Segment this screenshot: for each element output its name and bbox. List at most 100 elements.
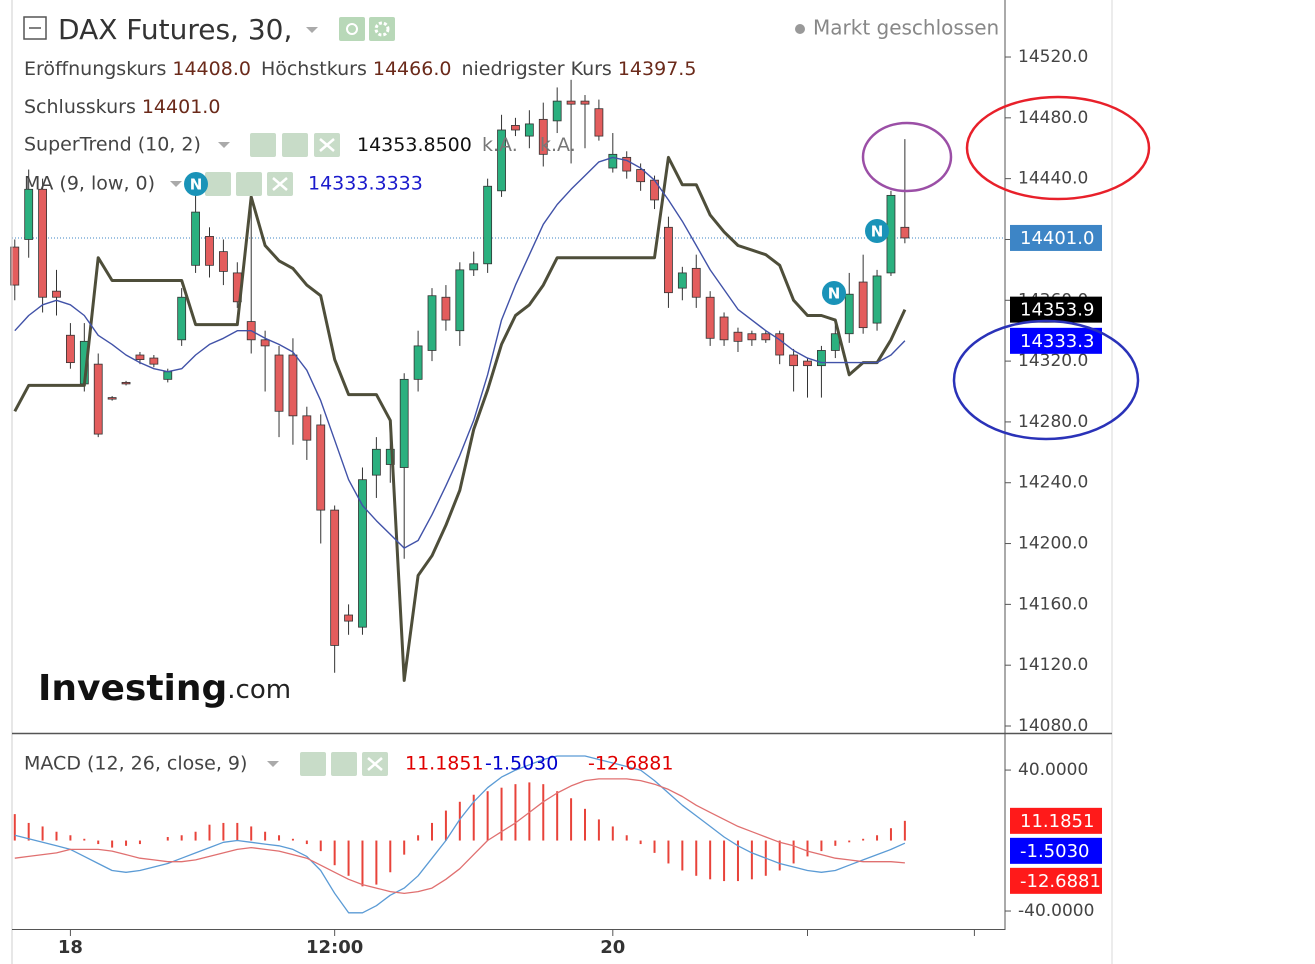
gear-icon[interactable]: [236, 172, 262, 196]
candle-body: [385, 448, 395, 465]
price-badge: [1010, 224, 1102, 251]
remove-glyph: [272, 177, 288, 191]
candle-body: [163, 371, 173, 380]
dropdown-arrow[interactable]: [218, 142, 230, 148]
candle-body: [149, 357, 159, 365]
candle-body: [733, 331, 743, 342]
eye-icon[interactable]: [250, 133, 276, 157]
candle-body: [316, 424, 326, 511]
indicator-line: [14, 755, 906, 914]
y-tick-label: 14160.0: [1018, 594, 1088, 614]
price-badge-label: 11.1851: [1020, 811, 1094, 832]
price-badge-label: 14401.0: [1020, 228, 1094, 249]
watermark: Investing.com: [38, 668, 291, 709]
candle-body: [719, 316, 729, 341]
candle-body: [358, 479, 367, 628]
marks-layer: [10, 79, 1005, 914]
candle-body: [594, 108, 604, 137]
candle-body: [205, 236, 214, 266]
event-marker-label: N: [190, 176, 203, 194]
candle-body: [371, 448, 381, 476]
eye-icon[interactable]: [339, 17, 365, 41]
legend-value: 14353.8500: [357, 134, 472, 156]
candle-body: [900, 226, 910, 239]
candle-body: [677, 272, 687, 289]
candle-body: [66, 334, 75, 364]
candle-body: [274, 354, 284, 412]
ohlc-value: 14466.0: [373, 58, 452, 80]
gear-icon[interactable]: [369, 17, 395, 41]
watermark-suffix: .com: [227, 675, 291, 705]
candle-body: [858, 281, 868, 329]
candle-body: [636, 169, 646, 183]
price-badge-label: -1.5030: [1020, 841, 1089, 862]
y-tick-label: 14200.0: [1018, 534, 1088, 554]
price-badge: [1010, 296, 1102, 323]
y-tick-label: 14080.0: [1018, 716, 1088, 736]
candle-body: [538, 118, 548, 155]
ohlc-label: niedrigster Kurs: [461, 58, 611, 80]
price-badge-label: 14333.3: [1020, 331, 1094, 352]
annotation-ellipse: [861, 121, 953, 193]
candle-body: [552, 100, 562, 122]
legend-value: 14333.3333: [308, 173, 423, 195]
eye-icon[interactable]: [300, 752, 326, 776]
x-tick-label: 12:00: [306, 937, 363, 958]
candle-body: [789, 354, 799, 367]
gear-glyph: [374, 21, 390, 37]
collapse-button[interactable]: [23, 16, 47, 40]
indicator-line: [14, 156, 906, 549]
event-marker[interactable]: [865, 219, 889, 243]
candle-body: [664, 226, 673, 294]
candle-body: [107, 397, 117, 400]
candle-body: [511, 125, 520, 131]
chart-title: DAX Futures, 30,: [58, 13, 292, 46]
dropdown-arrow[interactable]: [306, 27, 318, 33]
indicator-line: [13, 155, 907, 682]
ohlc-value: 14397.5: [618, 58, 697, 80]
y-tick-label: -40.0000: [1018, 901, 1094, 921]
eye-icon[interactable]: [205, 172, 231, 196]
macd-title: MACD (12, 26, close, 9): [24, 753, 247, 775]
price-badge: [1010, 807, 1102, 834]
dropdown-arrow[interactable]: [267, 761, 279, 767]
dropdown-arrow[interactable]: [170, 181, 182, 187]
indicator-line: [14, 778, 905, 895]
ohlc-row: Schlusskurs 14401.0: [24, 96, 220, 118]
candle-body: [177, 296, 187, 341]
candle-body: [38, 188, 47, 298]
candle-body: [705, 296, 715, 339]
event-marker-label: N: [871, 223, 884, 241]
legend-value: -12.6881: [588, 753, 673, 775]
price-badge: [1010, 837, 1102, 864]
y-tick-label: 14480.0: [1018, 108, 1088, 128]
candle-body: [344, 614, 353, 622]
candle-body: [497, 129, 506, 192]
candle-body: [747, 333, 757, 341]
y-tick-label: 14320.0: [1018, 351, 1088, 371]
candle-body: [775, 333, 785, 356]
event-marker[interactable]: [184, 172, 208, 196]
status-dot: [795, 24, 805, 34]
event-marker[interactable]: [822, 281, 846, 305]
y-tick-label: 14440.0: [1018, 169, 1088, 189]
candle-body: [260, 339, 270, 347]
candle-body: [524, 123, 534, 137]
gear-icon[interactable]: [331, 752, 357, 776]
price-badge: [1010, 327, 1102, 354]
ohlc-label: Höchstkurs: [261, 58, 367, 80]
watermark-brand: Investing: [38, 668, 227, 709]
macd-legend: 11.1851 -1.5030 -12.6881: [405, 753, 673, 775]
legend-value: k.A.: [540, 134, 576, 156]
candle-body: [330, 509, 340, 646]
candle-body: [608, 153, 618, 169]
candle-body: [830, 333, 840, 351]
event-marker-label: N: [828, 285, 841, 303]
candle-body: [469, 263, 479, 271]
ohlc-value: 14401.0: [142, 96, 221, 118]
gear-icon[interactable]: [282, 133, 308, 157]
candle-body: [24, 188, 34, 240]
legend-value: k.A.: [482, 134, 518, 156]
price-badge: [1010, 867, 1102, 894]
